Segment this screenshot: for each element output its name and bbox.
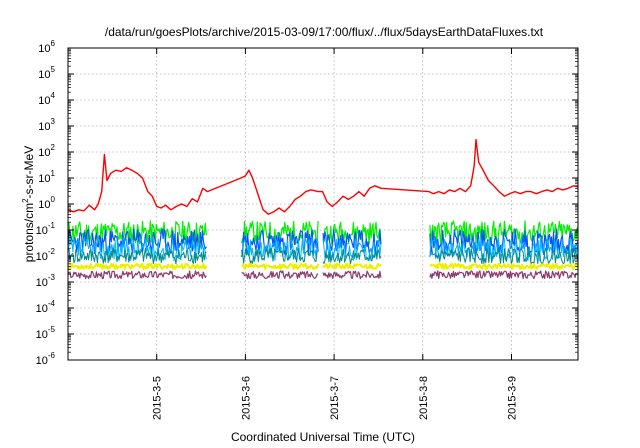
y-tick-base: 10 [38,121,50,133]
y-tick-label: 100 [38,195,55,211]
series-line-7 [67,270,579,280]
y-axis-label-tail: -s-sr-MeV [22,146,36,199]
y-tick-label: 104 [38,91,55,107]
y-tick-exponent: -3 [48,273,56,282]
y-tick-label: 10-1 [36,221,56,237]
y-tick-exponent: 5 [51,65,56,74]
series-line-2 [67,220,579,245]
y-tick-label: 101 [38,169,55,185]
chart-title: /data/run/goesPlots/archive/2015-03-09/1… [105,25,544,39]
x-tick-label: 2015-3-9 [506,376,518,420]
y-tick-exponent: 1 [51,169,56,178]
y-tick-exponent: -6 [48,351,56,360]
series-line-1 [67,138,579,215]
y-tick-exponent: 2 [51,143,56,152]
y-tick-label: 103 [38,117,55,133]
series-line-5 [67,247,579,265]
y-tick-exponent: 6 [51,39,56,48]
x-axis-label: Coordinated Universal Time (UTC) [231,430,415,444]
series-line-4 [67,237,579,262]
y-tick-exponent: 0 [51,195,56,204]
y-tick-base: 10 [36,355,48,367]
x-tick-label: 2015-3-7 [329,376,341,420]
y-tick-base: 10 [36,303,48,315]
y-tick-exponent: -1 [48,221,56,230]
grid-lines [68,48,578,360]
y-axis-label-superscript: 2 [21,198,30,203]
x-tick-label: 2015-3-8 [418,376,430,420]
y-tick-base: 10 [38,43,50,55]
y-tick-base: 10 [38,173,50,185]
y-tick-label: 10-3 [36,273,56,289]
y-tick-exponent: -4 [48,299,56,308]
y-tick-base: 10 [36,329,48,341]
y-tick-label: 10-4 [36,299,56,315]
y-tick-exponent: -2 [48,247,56,256]
y-tick-base: 10 [36,251,48,263]
y-tick-exponent: -5 [48,325,56,334]
y-tick-base: 10 [36,225,48,237]
y-tick-base: 10 [36,277,48,289]
y-tick-base: 10 [38,95,50,107]
y-tick-exponent: 3 [51,117,56,126]
y-tick-label: 10-5 [36,325,56,341]
axis-ticks [68,47,578,361]
y-tick-labels: 10-610-510-410-310-210-11001011021031041… [36,39,56,367]
y-tick-base: 10 [38,147,50,159]
y-tick-label: 105 [38,65,55,81]
series-layer [67,138,579,280]
x-tick-label: 2015-3-6 [240,376,252,420]
y-tick-label: 102 [38,143,55,159]
y-axis-label: protons/cm2-s-sr-MeV [21,146,36,262]
y-tick-label: 10-2 [36,247,56,263]
y-tick-label: 10-6 [36,351,56,367]
x-tick-label: 2015-3-5 [152,376,164,420]
series-line-6 [67,262,579,270]
y-tick-base: 10 [38,69,50,81]
x-tick-labels: 2015-3-5 2015-3-6 2015-3-7 2015-3-8 2015-3-9 [152,376,519,420]
y-tick-label: 106 [38,39,55,55]
y-axis-label-main: protons/cm [22,203,36,262]
y-tick-exponent: 4 [51,91,56,100]
y-tick-base: 10 [38,199,50,211]
